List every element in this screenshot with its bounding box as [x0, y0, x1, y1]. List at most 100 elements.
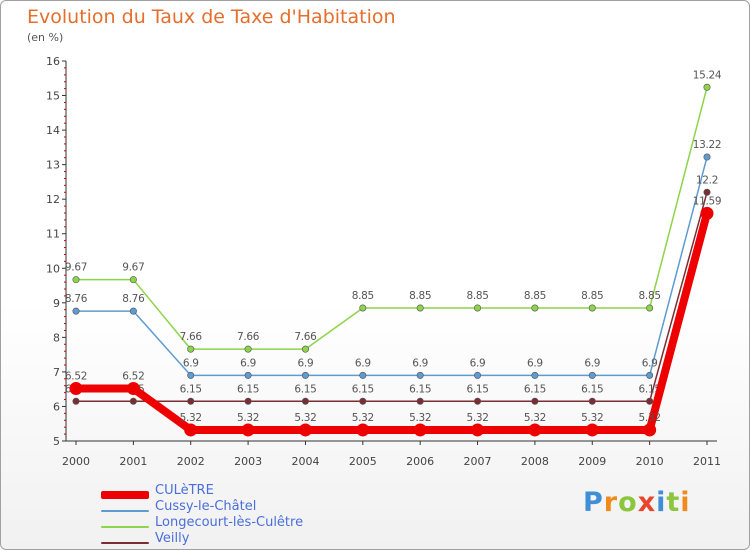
x-tick-label: 2011	[693, 455, 721, 468]
data-point	[301, 371, 309, 379]
legend-label-cussy: Cussy-le-Châtel	[155, 499, 257, 514]
data-label: 9.67	[122, 262, 144, 274]
data-label: 7.66	[180, 331, 203, 343]
series-line	[72, 209, 711, 434]
x-tick-label: 2001	[119, 455, 147, 468]
data-label: 6.52	[65, 370, 87, 382]
x-tick-label: 2010	[636, 455, 664, 468]
data-label: 6.15	[639, 383, 661, 395]
y-tick-label: 7	[53, 366, 60, 379]
data-point	[585, 423, 599, 437]
y-tick-label: 9	[53, 297, 60, 310]
x-tick-label: 2004	[291, 455, 319, 468]
data-point	[359, 397, 367, 405]
data-label: 13.22	[693, 139, 722, 151]
data-point	[588, 371, 596, 379]
y-tick-label: 14	[46, 124, 60, 137]
data-point	[359, 304, 367, 312]
series-line	[75, 191, 708, 403]
data-point	[244, 371, 252, 379]
series-line	[75, 156, 708, 377]
logo-letter: P	[583, 487, 604, 518]
x-tick-label: 2007	[464, 455, 492, 468]
y-tick-label: 15	[46, 90, 60, 103]
y-tick-label: 13	[46, 159, 60, 172]
data-point	[359, 371, 367, 379]
data-label: 6.9	[642, 357, 658, 369]
data-point	[72, 307, 80, 315]
legend-label-veilly: Veilly	[155, 531, 190, 546]
data-label: 5.32	[466, 412, 488, 424]
data-label: 5.32	[581, 412, 603, 424]
data-point	[72, 276, 80, 284]
data-label: 5.32	[180, 412, 202, 424]
data-label: 5.32	[409, 412, 431, 424]
legend-swatch-culetre	[101, 491, 149, 499]
data-label: 5.32	[352, 412, 374, 424]
data-label: 15.24	[693, 69, 722, 81]
proxiti-logo: Proxiti	[583, 487, 691, 518]
x-tick-label: 2008	[521, 455, 549, 468]
data-label: 6.15	[524, 383, 546, 395]
x-tick-label: 2000	[62, 455, 90, 468]
y-tick-label: 5	[53, 435, 60, 448]
x-tick-label: 2003	[234, 455, 262, 468]
y-tick-label: 11	[46, 228, 60, 241]
data-point	[646, 397, 654, 405]
data-point	[416, 371, 424, 379]
data-label: 5.32	[237, 412, 259, 424]
data-label: 8.76	[122, 293, 145, 305]
series-line	[75, 86, 708, 350]
data-label: 12.2	[696, 174, 718, 186]
x-tick-label: 2009	[578, 455, 606, 468]
data-point	[531, 304, 539, 312]
data-label: 8.85	[581, 290, 603, 302]
chart-title: Evolution du Taux de Taxe d'Habitation	[27, 6, 396, 28]
data-point	[416, 397, 424, 405]
data-point	[416, 304, 424, 312]
legend-label-longecourt: Longecourt-lès-Culêtre	[155, 515, 304, 530]
data-point	[471, 423, 485, 437]
data-label: 6.15	[294, 383, 316, 395]
data-label: 6.9	[527, 357, 543, 369]
data-label: 6.9	[355, 357, 371, 369]
data-point	[643, 423, 657, 437]
data-point	[129, 397, 137, 405]
data-label: 6.9	[584, 357, 600, 369]
data-label: 6.9	[470, 357, 486, 369]
data-point	[187, 345, 195, 353]
data-label: 6.15	[466, 383, 488, 395]
data-point	[244, 397, 252, 405]
data-label: 7.66	[294, 331, 317, 343]
data-point	[187, 397, 195, 405]
x-tick-label: 2005	[349, 455, 377, 468]
data-label: 6.15	[237, 383, 259, 395]
data-point	[528, 423, 542, 437]
data-point	[474, 397, 482, 405]
data-label: 7.66	[237, 331, 260, 343]
x-tick-label: 2002	[177, 455, 205, 468]
data-point	[474, 371, 482, 379]
y-tick-label: 6	[53, 400, 60, 413]
data-point	[413, 423, 427, 437]
data-label: 8.85	[524, 290, 546, 302]
data-label: 11.59	[693, 195, 722, 207]
data-point	[244, 345, 252, 353]
logo-letter: o	[618, 487, 638, 518]
data-label: 6.52	[122, 370, 144, 382]
data-point	[129, 307, 137, 315]
data-point	[646, 304, 654, 312]
chart-subtitle: (en %)	[27, 31, 64, 44]
data-label: 5.32	[294, 412, 316, 424]
data-point	[301, 345, 309, 353]
data-label: 6.9	[298, 357, 314, 369]
legend-swatch-cussy	[101, 510, 149, 512]
data-label: 5.32	[639, 412, 661, 424]
legend-swatch-veilly	[101, 542, 149, 544]
data-label: 8.85	[352, 290, 374, 302]
data-label: 8.76	[65, 293, 88, 305]
data-label: 6.15	[409, 383, 431, 395]
data-point	[129, 276, 137, 284]
data-label: 6.9	[412, 357, 428, 369]
